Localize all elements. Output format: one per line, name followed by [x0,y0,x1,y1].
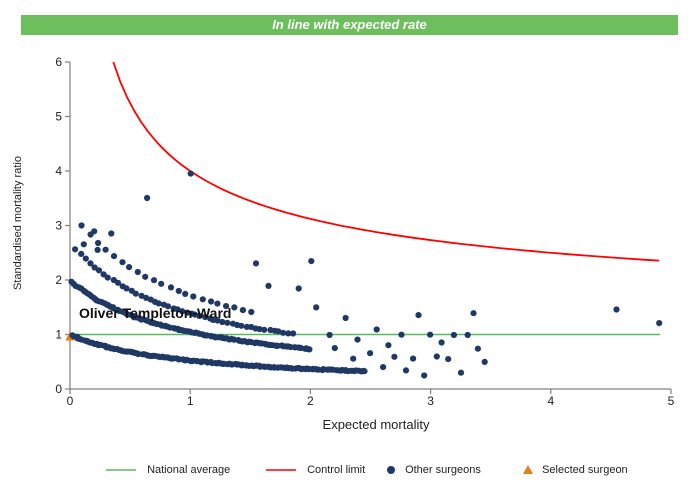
svg-text:3: 3 [427,394,434,408]
svg-text:4: 4 [547,394,554,408]
svg-text:6: 6 [55,55,62,69]
svg-text:0: 0 [67,394,74,408]
svg-text:3: 3 [55,219,62,233]
svg-text:2: 2 [55,273,62,287]
svg-text:5: 5 [668,394,675,408]
svg-text:2: 2 [307,394,314,408]
svg-text:1: 1 [187,394,194,408]
svg-text:1: 1 [55,328,62,342]
svg-text:0: 0 [55,382,62,396]
svg-text:4: 4 [55,164,62,178]
svg-text:5: 5 [55,110,62,124]
